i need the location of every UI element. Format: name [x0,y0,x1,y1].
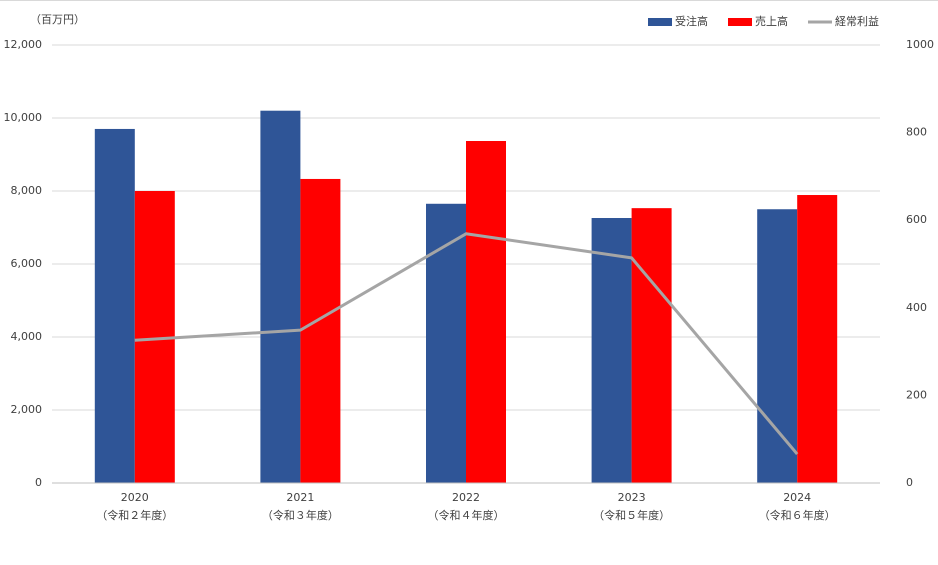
x-tick-label: 2021 [286,491,314,504]
y-tick-label: 8,000 [11,184,43,197]
legend-label: 受注高 [675,14,708,28]
y-tick-label: 2,000 [11,403,43,416]
bar [797,195,838,483]
bar [300,178,341,483]
legend-swatch [648,18,672,26]
y2-tick-label: 400 [906,301,927,314]
bar [757,209,798,483]
unit-label: （百万円） [30,13,85,26]
x-tick-label: 2020 [121,491,149,504]
x-tick-sublabel: （令和４年度） [428,508,505,522]
bar [94,128,135,483]
y-tick-label: 10,000 [4,111,43,124]
y-tick-label: 6,000 [11,257,43,270]
x-tick-sublabel: （令和３年度） [262,508,339,522]
line-series [134,232,799,456]
bar [591,218,632,483]
bar [260,110,301,483]
x-tick-sublabel: （令和５年度） [593,508,670,522]
legend-swatch [728,18,752,26]
bar [466,140,506,483]
y2-tick-label: 1000 [906,38,934,51]
y-tick-label: 12,000 [4,38,43,51]
y-tick-label: 4,000 [11,330,43,343]
y2-tick-label: 600 [906,213,927,226]
y2-tick-label: 200 [906,388,927,401]
x-tick-label: 2023 [618,491,646,504]
y2-tick-label: 800 [906,126,927,139]
y-tick-label: 0 [35,476,42,489]
x-tick-label: 2022 [452,491,480,504]
x-tick-sublabel: （令和６年度） [759,508,836,522]
legend-label: 売上高 [755,14,788,28]
bar [631,208,672,483]
bar [426,203,466,483]
y2-tick-label: 0 [906,476,913,489]
x-tick-sublabel: （令和２年度） [96,508,173,522]
x-tick-label: 2024 [783,491,811,504]
legend-label: 経常利益 [835,14,879,28]
